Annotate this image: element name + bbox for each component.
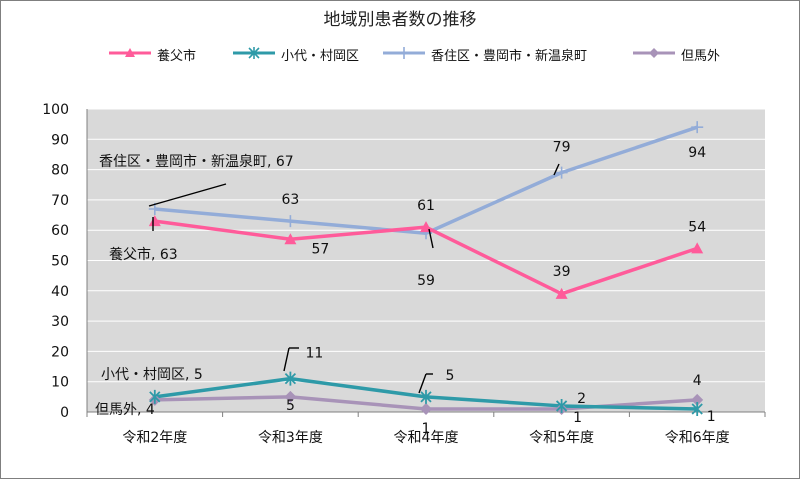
x-tick-label: 令和4年度 bbox=[394, 430, 459, 446]
data-point-1-3 bbox=[555, 398, 568, 413]
label-leader-line bbox=[428, 228, 434, 249]
legend-swatch-kasumi bbox=[383, 47, 425, 59]
data-label-2-2: 59 bbox=[417, 273, 435, 289]
data-point-1-4 bbox=[691, 401, 703, 416]
data-label-2-0: 香住区・豊岡市・新温泉町, 67 bbox=[99, 153, 294, 170]
legend-swatch-outside bbox=[633, 48, 675, 58]
legend: 養父市 小代・村岡区 香住区・豊岡市・新温泉町 但馬外 bbox=[1, 41, 799, 65]
data-label-0-2: 61 bbox=[417, 198, 435, 214]
data-label-0-0: 養父市, 63 bbox=[109, 246, 178, 263]
y-tick-label: 0 bbox=[60, 405, 69, 421]
data-point-3-2 bbox=[420, 402, 432, 415]
data-point-2-3 bbox=[555, 166, 568, 179]
legend-label-outside: 但馬外 bbox=[681, 49, 721, 64]
y-tick-label: 20 bbox=[51, 344, 69, 360]
data-label-2-4: 94 bbox=[688, 145, 706, 161]
data-label-1-1: 11 bbox=[305, 346, 323, 362]
data-label-0-4: 54 bbox=[688, 219, 706, 235]
y-tick-label: 100 bbox=[42, 102, 69, 118]
x-tick-label: 令和2年度 bbox=[122, 430, 187, 446]
data-label-1-4: 1 bbox=[707, 409, 716, 425]
y-tick-label: 60 bbox=[51, 223, 69, 239]
label-leader-line bbox=[553, 163, 560, 176]
y-tick-label: 80 bbox=[51, 163, 69, 179]
data-point-1-1 bbox=[284, 371, 297, 386]
data-point-1-2 bbox=[420, 389, 432, 404]
x-tick-label: 令和3年度 bbox=[258, 430, 323, 446]
data-label-1-2: 5 bbox=[446, 368, 455, 384]
data-label-3-2: 1 bbox=[422, 421, 431, 437]
y-tick-label: 90 bbox=[51, 132, 69, 148]
data-label-3-0: 但馬外, 4 bbox=[95, 402, 155, 418]
data-point-1-0 bbox=[149, 389, 161, 404]
data-point-0-4 bbox=[691, 242, 704, 254]
data-label-3-1: 5 bbox=[286, 398, 295, 414]
y-tick-label: 10 bbox=[51, 375, 69, 391]
legend-label-ojiro: 小代・村岡区 bbox=[281, 49, 360, 64]
data-point-3-4 bbox=[691, 393, 704, 406]
y-tick-label: 50 bbox=[51, 254, 69, 270]
legend-swatch-ojiro bbox=[233, 47, 275, 59]
legend-swatch-yabu bbox=[109, 48, 151, 57]
y-tick-label: 30 bbox=[51, 314, 69, 330]
x-tick-label: 令和6年度 bbox=[665, 430, 730, 446]
data-label-1-0: 小代・村岡区, 5 bbox=[101, 367, 203, 383]
label-leader-line bbox=[283, 347, 290, 372]
legend-label-kasumi: 香住区・豊岡市・新温泉町 bbox=[431, 49, 588, 64]
data-point-2-4 bbox=[691, 121, 704, 134]
data-label-0-3: 39 bbox=[553, 264, 571, 280]
data-label-2-1: 63 bbox=[281, 192, 299, 208]
chart-title: 地域別患者数の推移 bbox=[323, 10, 477, 30]
y-tick-label: 70 bbox=[51, 193, 69, 209]
data-label-2-3: 79 bbox=[553, 140, 571, 156]
data-label-0-1: 57 bbox=[311, 241, 329, 257]
y-tick-label: 40 bbox=[51, 284, 69, 300]
data-label-3-3: 1 bbox=[573, 410, 582, 426]
data-point-0-0 bbox=[148, 215, 161, 227]
data-point-2-1 bbox=[284, 215, 297, 228]
data-point-0-1 bbox=[284, 233, 297, 245]
data-point-0-3 bbox=[555, 287, 568, 299]
data-label-3-4: 4 bbox=[693, 373, 702, 389]
data-point-3-1 bbox=[284, 390, 297, 403]
legend-label-yabu: 養父市 bbox=[157, 49, 197, 64]
data-label-1-3: 2 bbox=[577, 391, 586, 407]
label-leader-line bbox=[148, 183, 227, 207]
x-tick-label: 令和5年度 bbox=[529, 430, 594, 446]
label-leader-line bbox=[418, 373, 427, 394]
